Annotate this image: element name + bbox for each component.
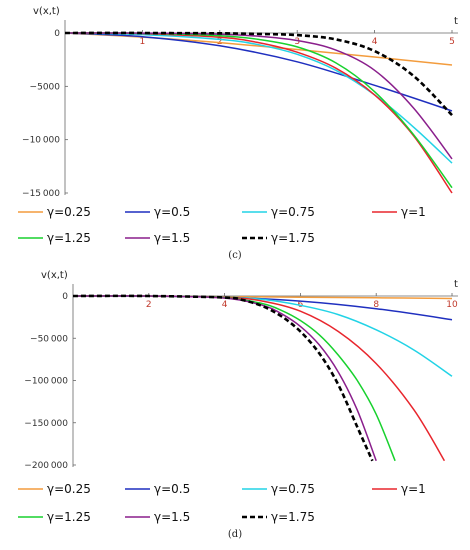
y-axis-label: v(x,t) [33, 6, 60, 17]
legend-label: γ=1.25 [47, 510, 91, 524]
legend-label: γ=0.25 [47, 205, 91, 219]
y-tick-label: −150 000 [24, 419, 68, 429]
x-axis-label: t [454, 16, 458, 27]
y-tick-label: −200 000 [24, 461, 68, 471]
legend-label: γ=0.75 [271, 482, 315, 496]
legend-label: γ=1 [401, 482, 426, 496]
x-tick-label: 1 [140, 37, 146, 47]
y-tick-label: −50 000 [30, 334, 68, 344]
y-tick-label: 0 [62, 292, 68, 302]
x-tick-label: 2 [146, 300, 152, 310]
legend-label: γ=0.5 [154, 205, 190, 219]
x-axis-label: t [454, 279, 458, 290]
series-line [65, 32, 453, 194]
legend-label: γ=0.25 [47, 482, 91, 496]
series-line [65, 32, 453, 164]
panel-caption: (d) [228, 529, 242, 540]
series-line [65, 32, 453, 112]
x-tick-label: 10 [446, 300, 458, 310]
legend-label: γ=1.75 [271, 510, 315, 524]
x-tick-label: 3 [294, 37, 300, 47]
chart-d: v(x,t)t2 4 6 8 100−50 000−100 000−150 000−20… [18, 270, 458, 540]
x-tick-label: 8 [373, 300, 379, 310]
y-tick-label: −10 000 [22, 136, 60, 146]
series-line [73, 294, 374, 462]
panel-caption: (c) [228, 250, 242, 261]
legend-label: γ=0.75 [271, 205, 315, 219]
series-line [73, 295, 377, 462]
x-tick-label: 5 [449, 37, 455, 47]
legend-label: γ=1.5 [154, 231, 190, 245]
series-line [73, 295, 453, 377]
y-axis-label: v(x,t) [41, 270, 68, 281]
y-tick-label: −100 000 [24, 377, 68, 387]
series-line [73, 295, 396, 462]
x-tick-label: 4 [222, 300, 228, 310]
y-tick-label: −5000 [30, 82, 61, 92]
series-line [65, 32, 453, 160]
y-tick-label: −15 000 [22, 189, 60, 199]
legend-label: γ=1 [401, 205, 426, 219]
series-line [65, 31, 453, 117]
legend-label: γ=1.25 [47, 231, 91, 245]
legend-label: γ=1.75 [271, 231, 315, 245]
legend-label: γ=1.5 [154, 510, 190, 524]
y-tick-label: 0 [54, 29, 60, 39]
series-line [73, 295, 446, 462]
x-tick-label: 4 [372, 37, 378, 47]
legend-label: γ=0.5 [154, 482, 190, 496]
